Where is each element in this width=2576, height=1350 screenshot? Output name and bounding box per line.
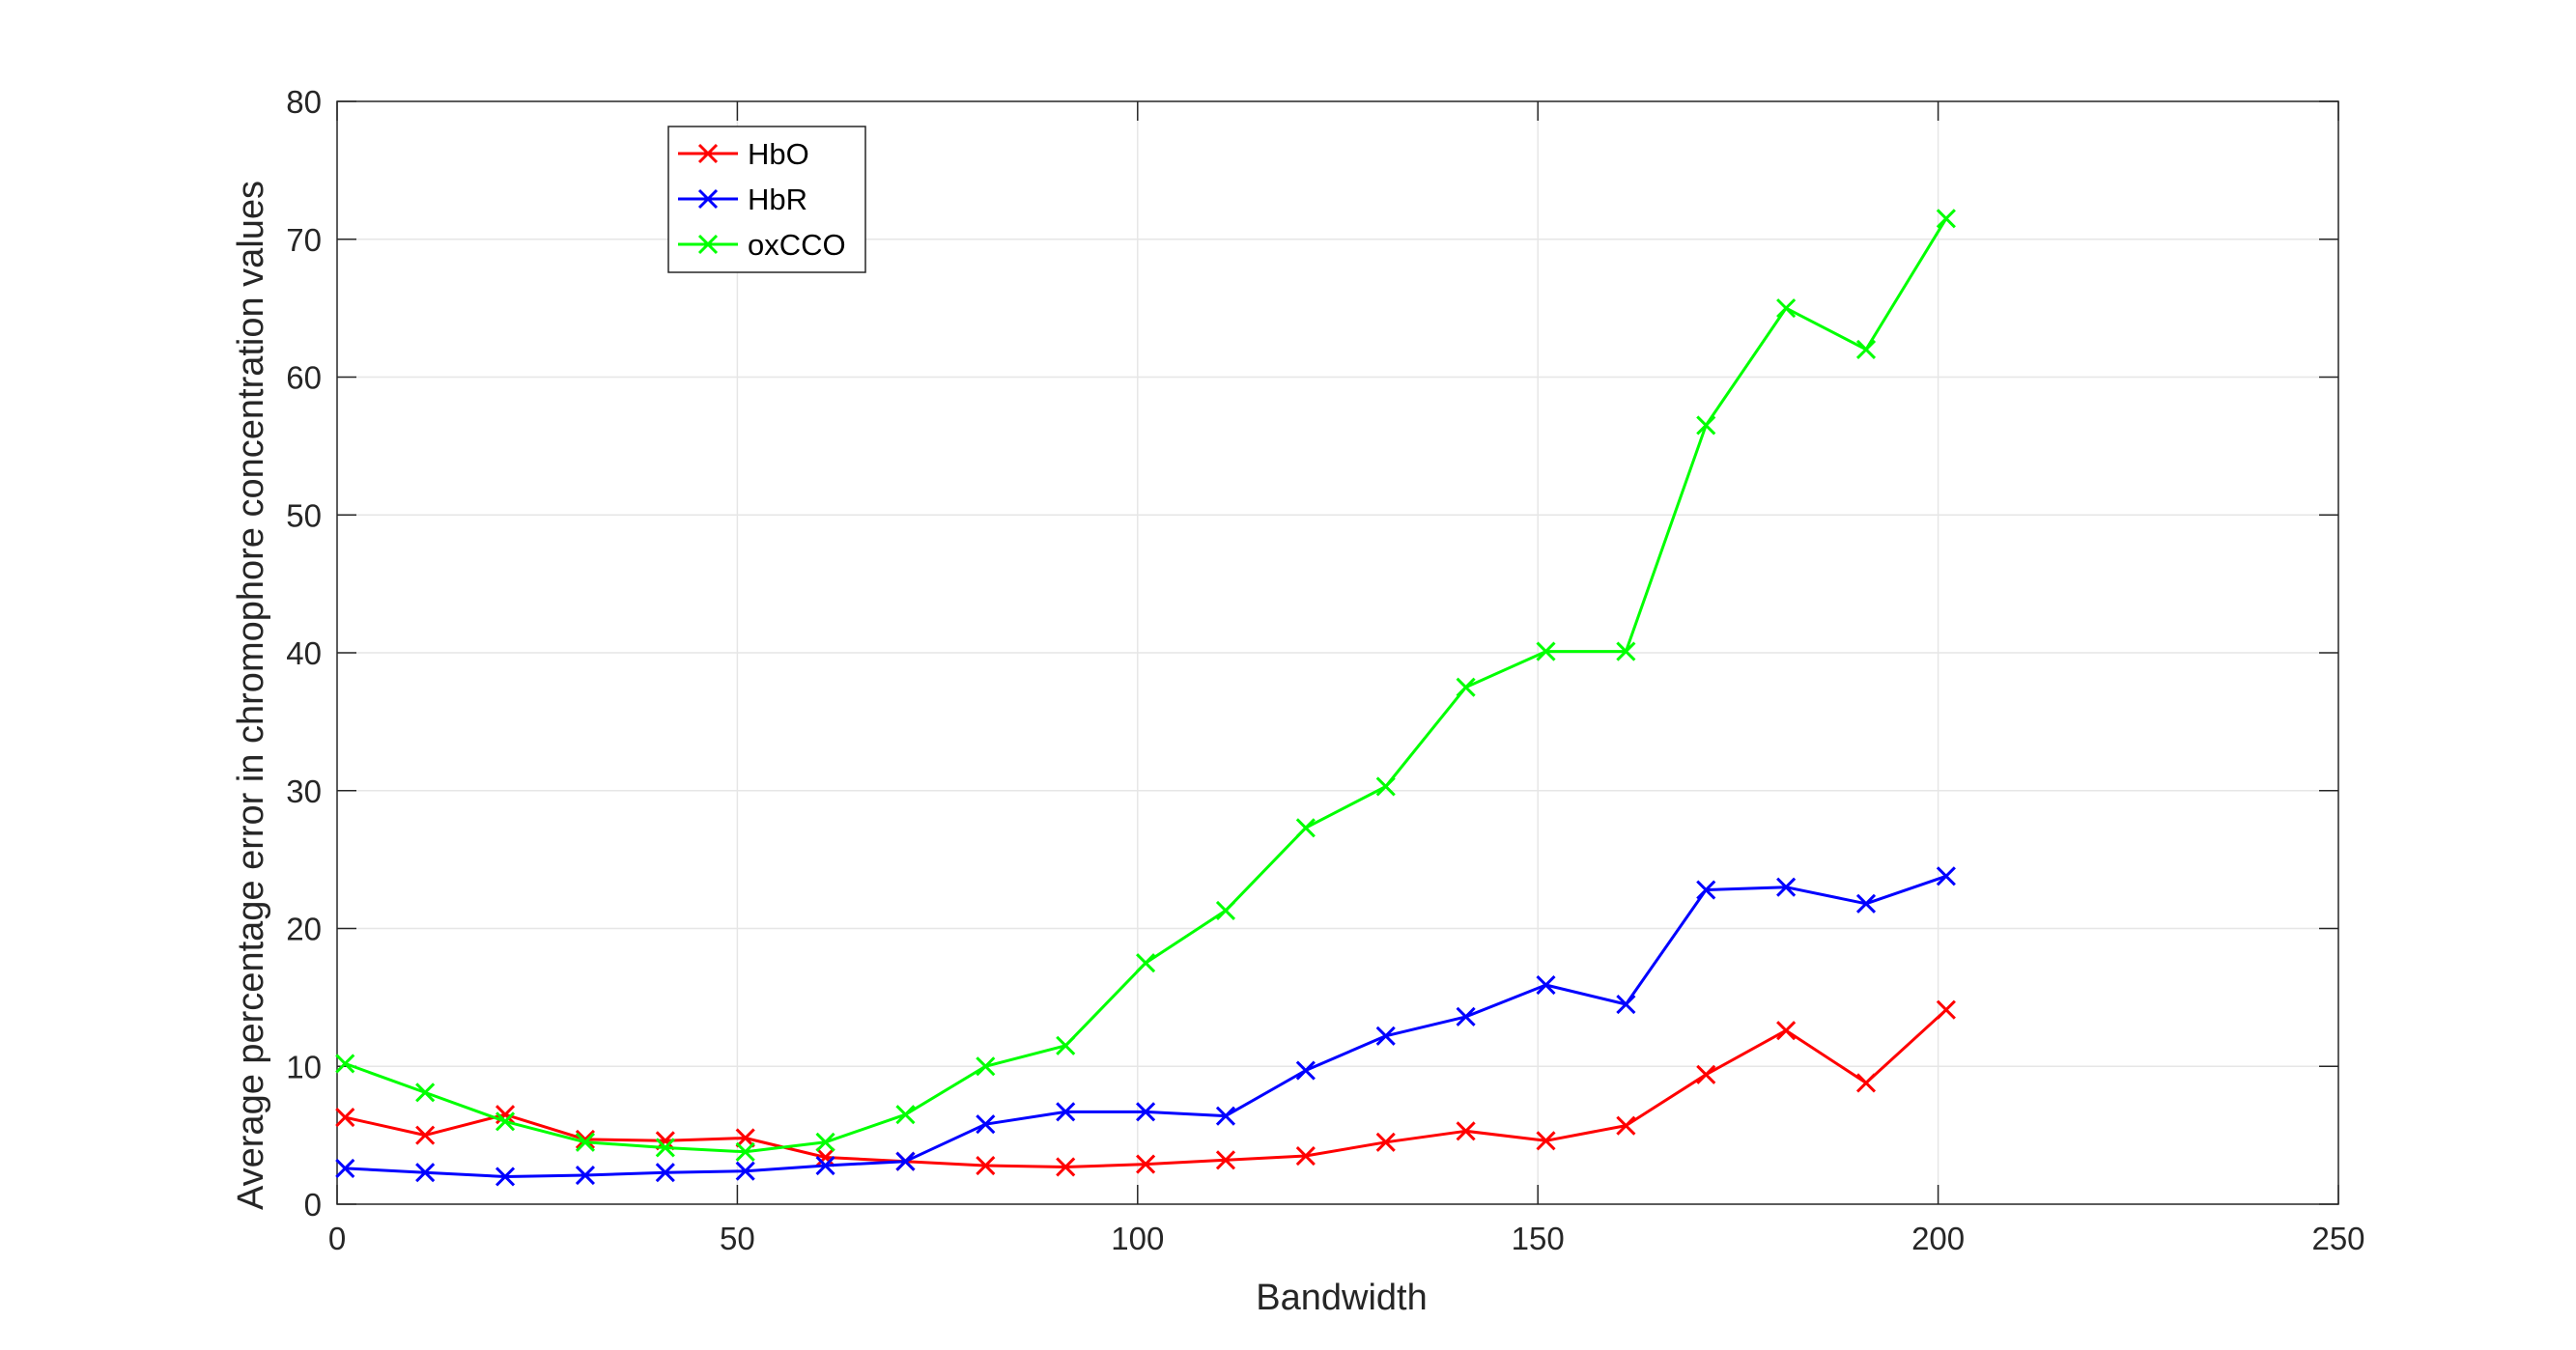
- data-point-hbo: [1456, 1121, 1476, 1141]
- data-point-hbo: [1536, 1131, 1556, 1151]
- data-point-hbr: [1295, 1060, 1316, 1081]
- data-point-hbr: [1936, 866, 1956, 886]
- x-axis-label: Bandwidth: [1256, 1278, 1427, 1318]
- data-point-hbr: [575, 1165, 595, 1186]
- data-point-oxcco: [1696, 415, 1716, 436]
- data-point-oxcco: [1295, 818, 1316, 838]
- data-point-hbo: [1056, 1157, 1076, 1177]
- data-point-hbo: [1936, 999, 1956, 1020]
- data-point-hbr: [1536, 974, 1556, 996]
- y-tick-label: 30: [286, 773, 322, 809]
- data-point-oxcco: [976, 1056, 996, 1077]
- data-point-hbo: [1855, 1073, 1877, 1093]
- legend-entry-hbo: HbO: [678, 137, 809, 171]
- data-point-hbr: [415, 1163, 436, 1183]
- axes: 0 50 100 150 200 250 0 10 20 30 40 50 60 70 80: [286, 84, 2364, 1256]
- y-tick-label: 60: [286, 360, 322, 396]
- x-tick-label: 150: [1512, 1221, 1565, 1256]
- legend: HbO HbR oxCCO: [667, 126, 866, 273]
- data-point-hbr: [1776, 877, 1797, 897]
- data-point-hbr: [976, 1114, 996, 1135]
- y-tick-label: 0: [304, 1187, 322, 1223]
- data-point-oxcco: [1616, 641, 1636, 661]
- data-point-hbo: [415, 1125, 436, 1145]
- axis-labels: Bandwidth Average percentage error in ch…: [231, 181, 1428, 1318]
- data-point-hbr: [1696, 880, 1716, 900]
- y-axis-label: Average percentage error in chromophore …: [231, 181, 271, 1210]
- y-tick-label: 50: [286, 497, 322, 533]
- y-tick-label: 20: [286, 912, 322, 947]
- data-point-hbr: [655, 1163, 675, 1183]
- data-point-hbr: [1136, 1102, 1156, 1122]
- legend-entry-oxcco: oxCCO: [678, 228, 846, 262]
- x-tick-label: 200: [1911, 1221, 1965, 1256]
- data-point-hbr: [335, 1158, 355, 1178]
- data-point-oxcco: [335, 1054, 355, 1074]
- data-point-oxcco: [1776, 298, 1797, 319]
- data-point-oxcco: [1056, 1035, 1076, 1055]
- data-point-hbo: [815, 1147, 835, 1167]
- data-point-oxcco: [895, 1105, 916, 1125]
- y-tick-label: 40: [286, 635, 322, 671]
- data-point-hbr: [895, 1151, 916, 1171]
- legend-label-hbo: HbO: [748, 137, 809, 171]
- data-point-hbr: [1616, 994, 1636, 1015]
- data-point-oxcco: [1855, 339, 1877, 360]
- plot-area: [335, 209, 1956, 1187]
- data-point-hbo: [575, 1129, 595, 1149]
- x-tick-label: 0: [328, 1221, 346, 1256]
- data-point-hbo: [735, 1128, 755, 1148]
- data-point-hbr: [1056, 1102, 1076, 1122]
- data-point-oxcco: [1215, 900, 1236, 921]
- data-point-hbr: [1215, 1106, 1236, 1126]
- data-point-hbo: [1375, 1132, 1396, 1152]
- data-point-oxcco: [1375, 776, 1396, 797]
- data-point-oxcco: [1536, 641, 1556, 661]
- data-point-oxcco: [815, 1132, 835, 1152]
- data-point-hbo: [1215, 1150, 1236, 1170]
- legend-label-oxcco: oxCCO: [748, 228, 846, 262]
- data-point-hbr: [815, 1155, 835, 1176]
- data-point-hbr: [1375, 1026, 1396, 1046]
- data-point-oxcco: [495, 1111, 516, 1132]
- data-point-hbo: [976, 1155, 996, 1176]
- legend-entry-hbr: HbR: [678, 183, 807, 216]
- data-point-oxcco: [1936, 209, 1956, 229]
- data-point-hbo: [335, 1108, 355, 1128]
- data-point-hbo: [1136, 1154, 1156, 1174]
- data-point-oxcco: [1456, 677, 1476, 697]
- x-tick-label: 100: [1111, 1221, 1164, 1256]
- y-tick-label: 10: [286, 1049, 322, 1084]
- y-tick-label: 70: [286, 222, 322, 258]
- data-point-hbo: [1776, 1021, 1797, 1041]
- grid: [337, 101, 2338, 1204]
- y-tick-label: 80: [286, 84, 322, 120]
- legend-label-hbr: HbR: [748, 183, 807, 216]
- data-point-hbr: [1456, 1006, 1476, 1027]
- data-point-oxcco: [655, 1138, 675, 1158]
- data-point-hbr: [1855, 893, 1877, 914]
- data-point-hbo: [1295, 1145, 1316, 1167]
- data-point-hbr: [735, 1161, 755, 1181]
- data-point-hbo: [1616, 1115, 1636, 1136]
- data-point-oxcco: [735, 1141, 755, 1162]
- data-point-oxcco: [415, 1083, 436, 1103]
- x-tick-label: 250: [2311, 1221, 2364, 1256]
- data-point-oxcco: [1136, 953, 1156, 973]
- data-point-oxcco: [575, 1132, 595, 1152]
- data-point-hbr: [495, 1167, 516, 1187]
- x-tick-label: 50: [720, 1221, 755, 1256]
- data-point-hbo: [1696, 1064, 1716, 1084]
